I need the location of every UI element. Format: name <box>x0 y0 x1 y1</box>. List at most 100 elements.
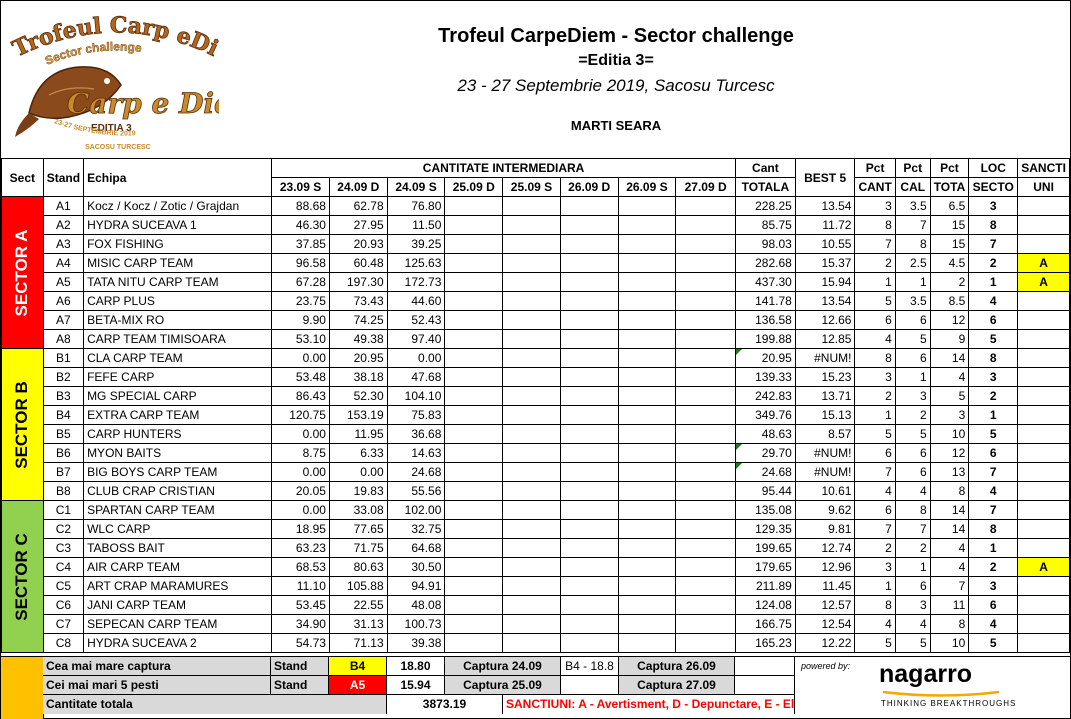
pct-cal-cell: 5 <box>894 424 931 444</box>
team-cell: JANI CARP TEAM <box>83 595 273 615</box>
sanction-cell: A <box>1017 253 1070 273</box>
pct-cant-cell: 6 <box>854 310 896 330</box>
day-quantity-cell <box>502 272 561 292</box>
pct-cal-cell: 7 <box>894 215 931 235</box>
day-quantity-cell <box>559 443 619 463</box>
pct-cal-cell: 1 <box>894 272 931 292</box>
day-quantity-cell <box>444 557 504 577</box>
stand-cell: B8 <box>42 481 85 501</box>
team-cell: CLUB CRAP CRISTIAN <box>83 481 273 501</box>
day-quantity-cell: 63.23 <box>271 538 330 558</box>
col-header-stand: Stand <box>42 158 85 197</box>
best5-cell: 9.62 <box>794 500 856 520</box>
stand-cell: C7 <box>42 614 85 634</box>
day-quantity-cell <box>675 367 736 387</box>
pct-total-cell: 15 <box>929 215 970 235</box>
pct-cal-cell: 5 <box>894 633 931 653</box>
day-quantity-cell <box>559 291 619 311</box>
sector-place-cell: 2 <box>968 557 1019 577</box>
total-quantity-cell: 166.75 <box>734 614 796 634</box>
team-cell: MYON BAITS <box>83 443 273 463</box>
pct-cant-cell: 5 <box>854 633 896 653</box>
total-quantity-cell: 24.68 <box>734 462 796 482</box>
pct-cant-cell: 3 <box>854 196 896 216</box>
col-header-day: 24.09 S <box>386 177 446 197</box>
pct-cant-cell: 8 <box>854 348 896 368</box>
day-quantity-cell: 125.63 <box>386 253 446 273</box>
day-quantity-cell: 24.68 <box>386 462 446 482</box>
capture-2709-label: Captura 27.09 <box>619 676 735 695</box>
team-cell: MISIC CARP TEAM <box>83 253 273 273</box>
team-cell: ART CRAP MARAMURES <box>83 576 273 596</box>
stand-cell: B2 <box>42 367 85 387</box>
col-header-pct-cal-b: CAL <box>894 177 931 197</box>
team-cell: TABOSS BAIT <box>83 538 273 558</box>
day-quantity-cell <box>444 424 504 444</box>
day-quantity-cell: 75.83 <box>386 405 446 425</box>
day-quantity-cell <box>559 538 619 558</box>
day-quantity-cell <box>502 633 561 653</box>
day-quantity-cell <box>559 633 619 653</box>
day-quantity-cell: 0.00 <box>386 348 446 368</box>
pct-cal-cell: 2.5 <box>894 253 931 273</box>
sector-place-cell: 7 <box>968 234 1019 254</box>
day-quantity-cell <box>444 481 504 501</box>
col-header-sect: Sect <box>1 158 44 197</box>
day-quantity-cell <box>444 386 504 406</box>
day-quantity-cell <box>444 576 504 596</box>
day-quantity-cell <box>559 481 619 501</box>
day-quantity-cell <box>502 576 561 596</box>
logo-edition-text: EDITIA 3 <box>91 123 132 134</box>
sector-place-cell: 6 <box>968 595 1019 615</box>
sanction-cell <box>1017 310 1070 330</box>
day-quantity-cell: 48.08 <box>386 595 446 615</box>
sector-label-cell: SECTOR A <box>1 196 44 349</box>
pct-total-cell: 9 <box>929 329 970 349</box>
pct-total-cell: 14 <box>929 348 970 368</box>
biggest-catch-stand: B4 <box>329 657 387 676</box>
pct-total-cell: 4 <box>929 538 970 558</box>
col-header-day: 26.09 D <box>559 177 619 197</box>
col-header-total-a: Cant <box>734 158 796 178</box>
day-quantity-cell: 0.00 <box>271 424 330 444</box>
col-header-pct-cant-a: Pct <box>854 158 896 178</box>
total-quantity-cell: 129.35 <box>734 519 796 539</box>
day-quantity-cell <box>617 291 677 311</box>
table-row: B8 CLUB CRAP CRISTIAN 20.05 19.83 55.56 95.44… <box>2 481 1070 501</box>
total-quantity-cell: 282.68 <box>734 253 796 273</box>
day-quantity-cell <box>675 291 736 311</box>
total-quantity-cell: 98.03 <box>734 234 796 254</box>
day-quantity-cell: 39.38 <box>386 633 446 653</box>
pct-total-cell: 5 <box>929 386 970 406</box>
day-quantity-cell <box>559 215 619 235</box>
pct-cant-cell: 2 <box>854 538 896 558</box>
pct-cal-cell: 1 <box>894 557 931 577</box>
powered-by-label: powered by: <box>801 661 851 671</box>
biggest-catch-stand-label: Stand <box>271 657 329 676</box>
col-header-pct-cant-b: CANT <box>854 177 896 197</box>
sector-place-cell: 8 <box>968 519 1019 539</box>
col-header-total-b: TOTALA <box>734 177 796 197</box>
pct-cant-cell: 8 <box>854 595 896 615</box>
day-quantity-cell: 76.80 <box>386 196 446 216</box>
day-quantity-cell: 31.13 <box>328 614 388 634</box>
day-quantity-cell: 73.43 <box>328 291 388 311</box>
col-header-day: 23.09 S <box>271 177 330 197</box>
sector-place-cell: 8 <box>968 215 1019 235</box>
team-cell: CLA CARP TEAM <box>83 348 273 368</box>
pct-total-cell: 10 <box>929 633 970 653</box>
sector-place-cell: 7 <box>968 500 1019 520</box>
day-quantity-cell <box>675 462 736 482</box>
day-quantity-cell <box>559 310 619 330</box>
day-quantity-cell <box>617 614 677 634</box>
total-quantity-value: 3873.19 <box>387 695 503 714</box>
table-row: C4 AIR CARP TEAM 68.53 80.63 30.50 179.65 12.9… <box>2 557 1070 577</box>
best5-cell: 15.37 <box>794 253 856 273</box>
sector-place-cell: 2 <box>968 386 1019 406</box>
best5-cell: 12.74 <box>794 538 856 558</box>
pct-cant-cell: 4 <box>854 614 896 634</box>
sanction-cell <box>1017 500 1070 520</box>
day-quantity-cell <box>444 348 504 368</box>
team-cell: HYDRA SUCEAVA 1 <box>83 215 273 235</box>
sanction-cell <box>1017 291 1070 311</box>
